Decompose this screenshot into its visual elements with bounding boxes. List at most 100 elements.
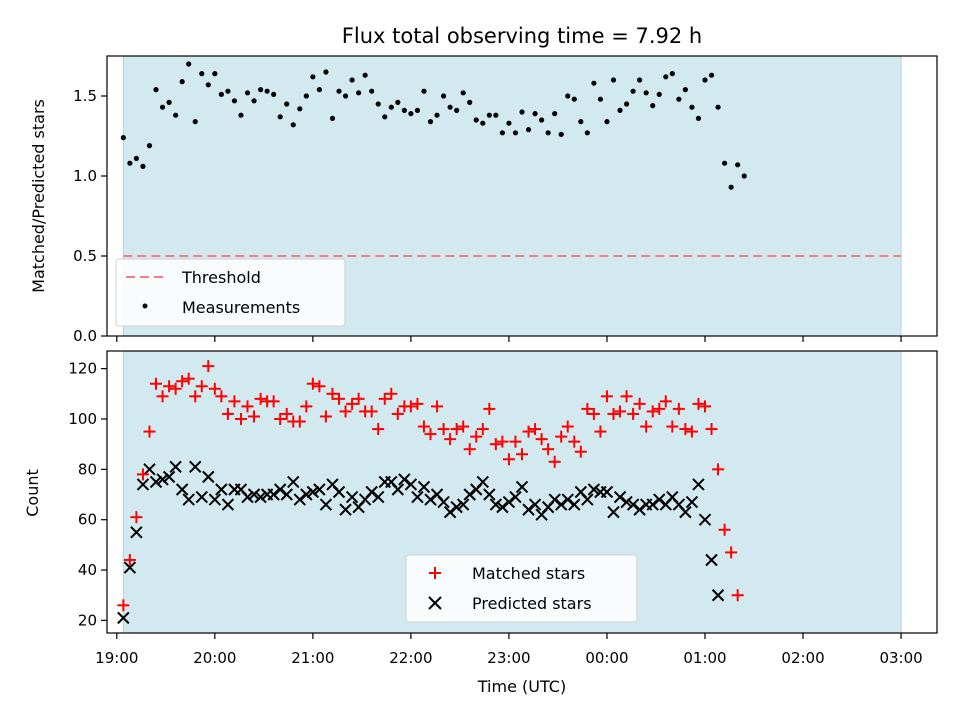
measurement-point bbox=[558, 131, 564, 137]
predicted-star-point bbox=[175, 483, 189, 496]
predicted-star-point bbox=[241, 490, 254, 504]
measurement-point bbox=[427, 119, 434, 125]
measurement-point bbox=[499, 130, 505, 136]
matched-star-point bbox=[228, 395, 241, 408]
measurement-point bbox=[610, 77, 617, 83]
measurement-point bbox=[127, 160, 133, 166]
measurement-point bbox=[388, 104, 394, 110]
measurement-point bbox=[356, 90, 362, 96]
matched-star-point bbox=[568, 435, 581, 448]
matched-legend-label: Matched stars bbox=[472, 564, 585, 583]
measurement-point bbox=[545, 130, 551, 136]
y-tick-label: 60 bbox=[78, 511, 97, 529]
measurement-point bbox=[571, 96, 577, 102]
matched-star-point bbox=[633, 397, 646, 410]
measurement-point bbox=[414, 107, 421, 113]
matched-star-point bbox=[169, 382, 182, 395]
matched-legend-marker bbox=[429, 567, 441, 579]
measurement-point bbox=[179, 79, 185, 85]
matched-star-point bbox=[431, 400, 444, 413]
matched-star-point bbox=[718, 523, 731, 536]
matched-star-point bbox=[542, 443, 555, 456]
matched-star-point bbox=[574, 445, 587, 458]
measurement-point bbox=[480, 120, 486, 126]
measurement-point bbox=[225, 88, 231, 94]
top-panel: 0.0 0.5 1.0 1.5 Flux total observing time =… bbox=[29, 24, 938, 345]
matched-star-point bbox=[614, 405, 627, 418]
matched-star-point bbox=[640, 420, 653, 433]
predicted-star-point bbox=[450, 500, 463, 514]
measurement-point bbox=[597, 96, 604, 102]
measurement-point bbox=[277, 114, 283, 120]
chart-title: Flux total observing time = 7.92 h bbox=[342, 24, 702, 48]
matched-star-point bbox=[587, 407, 600, 420]
measurement-point bbox=[486, 112, 492, 118]
matched-star-point bbox=[731, 589, 744, 602]
predicted-star-point bbox=[136, 478, 150, 491]
matched-star-point bbox=[319, 410, 332, 423]
matched-star-point bbox=[659, 395, 672, 408]
matched-star-point bbox=[411, 397, 424, 410]
measurement-point bbox=[257, 87, 264, 93]
measurement-point bbox=[323, 69, 329, 75]
x-tick-label: 20:00 bbox=[193, 649, 236, 667]
matched-star-point bbox=[143, 425, 156, 438]
matched-star-point bbox=[600, 390, 613, 403]
top-legend-box bbox=[115, 258, 346, 327]
predicted-star-point bbox=[117, 611, 130, 625]
matched-star-point bbox=[529, 423, 542, 436]
measurements-legend-label: Measurements bbox=[182, 298, 300, 317]
measurement-point bbox=[440, 93, 447, 99]
measurement-point bbox=[741, 173, 747, 179]
measurement-point bbox=[336, 88, 342, 94]
matched-star-point bbox=[463, 443, 476, 456]
matched-stars-points bbox=[117, 360, 744, 612]
bottom-panel: 20 40 60 80 100 120 19:00 20:00 21:00 22:00 23:00… bbox=[23, 350, 938, 696]
predicted-star-point bbox=[149, 475, 163, 489]
measurement-point bbox=[637, 77, 643, 83]
predicted-star-point bbox=[404, 478, 418, 491]
top-y-axis-label: Matched/Predicted stars bbox=[29, 99, 48, 293]
measurement-point bbox=[349, 77, 355, 83]
matched-star-point bbox=[163, 380, 176, 393]
predicted-star-point bbox=[633, 503, 646, 516]
matched-star-point bbox=[306, 377, 319, 390]
measurement-point bbox=[159, 104, 166, 110]
predicted-star-point bbox=[208, 493, 222, 506]
predicted-star-point bbox=[365, 485, 378, 499]
measurement-point bbox=[552, 111, 558, 117]
matched-star-point bbox=[685, 425, 698, 438]
predicted-star-point bbox=[273, 483, 287, 496]
predicted-star-point bbox=[502, 495, 516, 509]
measurement-point bbox=[591, 80, 597, 86]
predicted-star-point bbox=[313, 483, 326, 496]
x-axis-label: Time (UTC) bbox=[477, 677, 566, 696]
predicted-star-point bbox=[319, 498, 333, 511]
measurement-point bbox=[656, 91, 662, 97]
matched-star-point bbox=[300, 400, 313, 413]
x-tick-label: 22:00 bbox=[389, 649, 432, 667]
matched-star-point bbox=[653, 402, 666, 415]
measurement-point bbox=[271, 91, 277, 97]
measurement-point bbox=[218, 91, 224, 97]
measurement-point bbox=[434, 112, 440, 118]
matched-star-point bbox=[352, 392, 365, 405]
matched-star-point bbox=[339, 405, 352, 418]
top-y-ticks: 0.0 0.5 1.0 1.5 bbox=[73, 87, 107, 345]
measurement-point bbox=[362, 72, 368, 78]
predicted-star-point bbox=[267, 488, 280, 501]
measurement-point bbox=[192, 119, 198, 125]
matched-star-point bbox=[391, 407, 404, 420]
matched-star-point bbox=[607, 407, 620, 420]
y-tick-label: 20 bbox=[78, 611, 97, 629]
matched-star-point bbox=[509, 435, 522, 448]
measurement-point bbox=[153, 87, 159, 93]
predicted-star-point bbox=[162, 470, 176, 484]
measurement-point bbox=[140, 163, 146, 169]
predicted-star-point bbox=[711, 589, 725, 602]
measurement-point bbox=[146, 143, 153, 149]
measurement-point bbox=[133, 155, 140, 161]
matched-star-point bbox=[450, 423, 463, 436]
predicted-star-point bbox=[561, 493, 574, 506]
x-tick-label: 01:00 bbox=[683, 649, 726, 667]
